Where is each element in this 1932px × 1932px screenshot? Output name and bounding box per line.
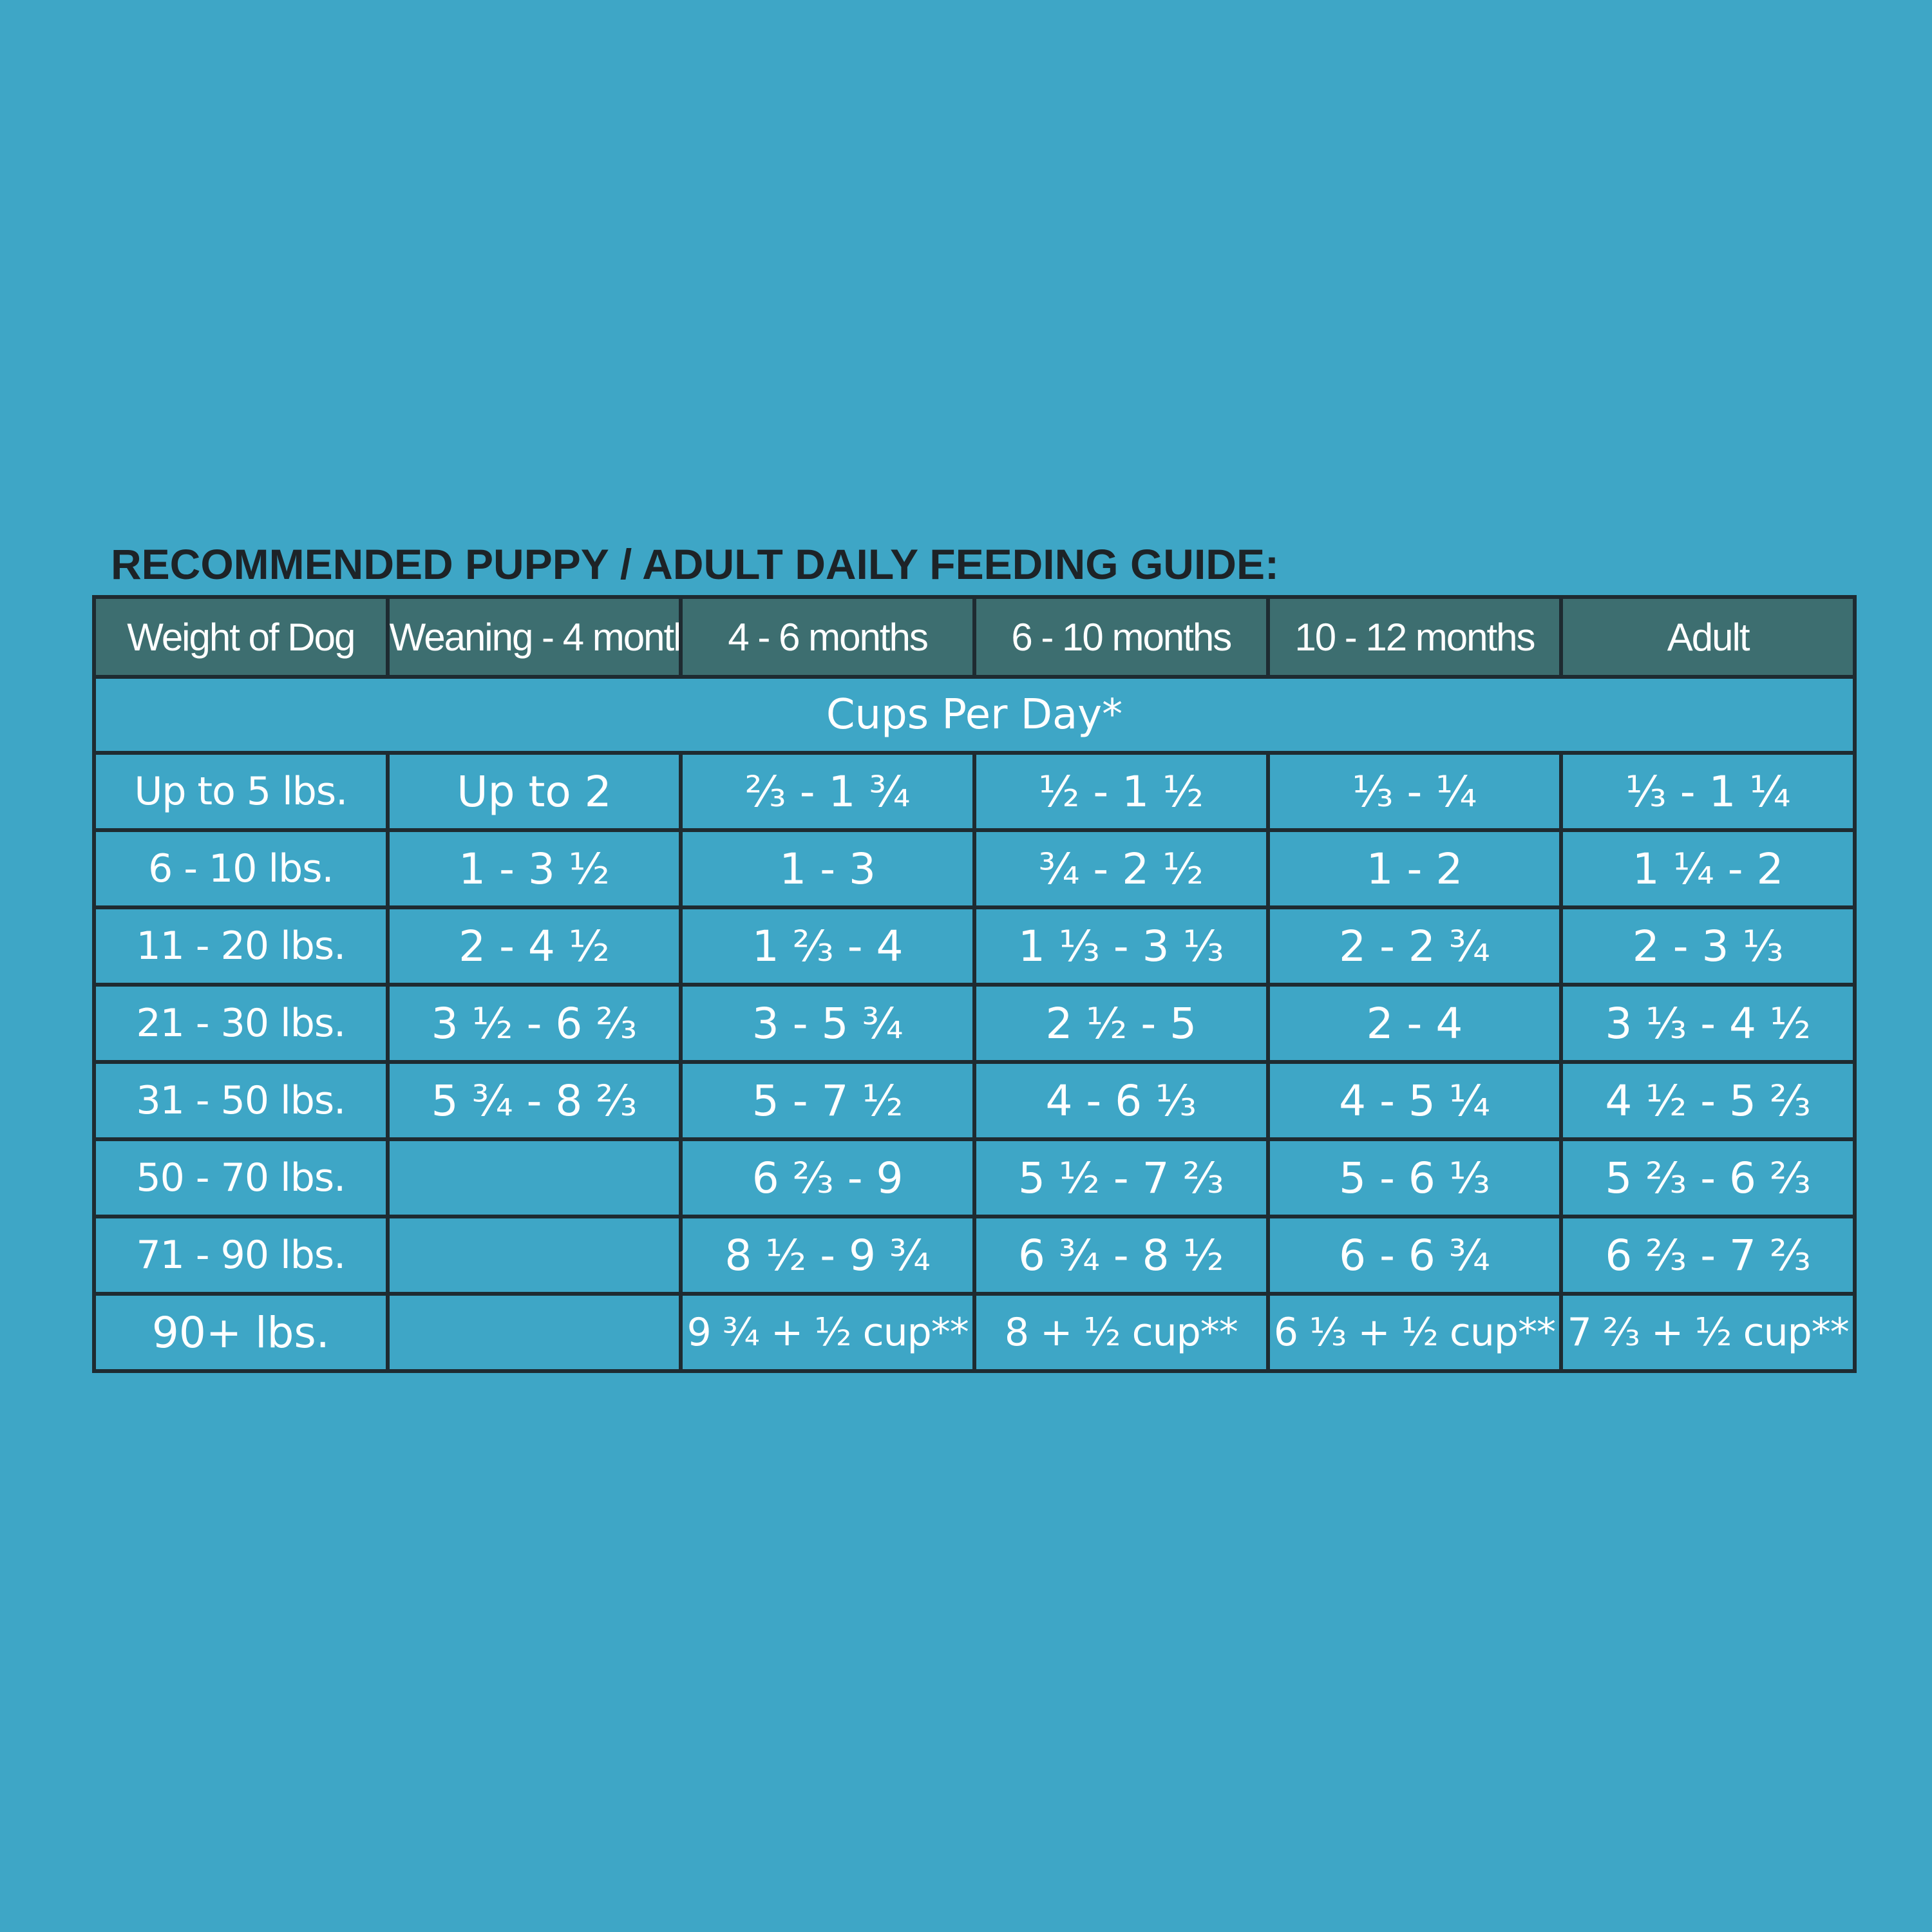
table-cell: 6 ¾ - 8 ½: [972, 1215, 1270, 1296]
table-body: Weight of Dog Weaning - 4 months 4 - 6 mon…: [92, 595, 1857, 1373]
table-cell: [385, 1137, 683, 1218]
table-cell: 11 - 20 lbs.: [92, 905, 390, 987]
table-cell: 2 - 2 ¾: [1265, 905, 1564, 987]
table-cell: Up to 2: [385, 751, 683, 832]
table-cell: 1 - 3 ½: [385, 828, 683, 909]
table-cell: 5 ¾ - 8 ⅔: [385, 1060, 683, 1141]
header-cell: Weight of Dog: [92, 595, 390, 679]
table-cell: 1 ¼ - 2: [1559, 828, 1857, 909]
table-cell: 71 - 90 lbs.: [92, 1215, 390, 1296]
table-cell: 2 - 4 ½: [385, 905, 683, 987]
table-cell: ½ - 1 ½: [972, 751, 1270, 832]
table-cell: Up to 5 lbs.: [92, 751, 390, 832]
table-cell: 31 - 50 lbs.: [92, 1060, 390, 1141]
table-cell: 1 ⅓ - 3 ⅓: [972, 905, 1270, 987]
header-cell: 6 - 10 months: [972, 595, 1270, 679]
header-cell: Weaning - 4 months: [385, 595, 683, 679]
table-cell: 7 ⅔ + ½ cup**: [1559, 1292, 1857, 1373]
table-cell: 6 ⅔ - 7 ⅔: [1559, 1215, 1857, 1296]
table-cell: 4 - 6 ⅓: [972, 1060, 1270, 1141]
table-cell: 3 ⅓ - 4 ½: [1559, 983, 1857, 1064]
table-cell: 2 ½ - 5: [972, 983, 1270, 1064]
table-cell: 2 - 4: [1265, 983, 1564, 1064]
table-cell: 6 - 10 lbs.: [92, 828, 390, 909]
table-cell: 6 ⅓ + ½ cup**: [1265, 1292, 1564, 1373]
table-cell: 4 - 5 ¼: [1265, 1060, 1564, 1141]
header-cell: 10 - 12 months: [1265, 595, 1564, 679]
table-cell: 2 - 3 ⅓: [1559, 905, 1857, 987]
table-cell: 5 ⅔ - 6 ⅔: [1559, 1137, 1857, 1218]
table-cell: 8 + ½ cup**: [972, 1292, 1270, 1373]
header-cell: Adult: [1559, 595, 1857, 679]
header-row: Weight of Dog Weaning - 4 months 4 - 6 mon…: [92, 595, 1857, 679]
table-cell: 5 ½ - 7 ⅔: [972, 1137, 1270, 1218]
feeding-table: Weight of Dog Weaning - 4 months 4 - 6 mon…: [92, 595, 1857, 1373]
table-cell: ⅔ - 1 ¾: [679, 751, 976, 832]
table-cell: 6 ⅔ - 9: [679, 1137, 976, 1218]
table-cell: 1 - 2: [1265, 828, 1564, 909]
table-cell: [385, 1215, 683, 1296]
table-cell: ¾ - 2 ½: [972, 828, 1270, 909]
table-cell: 9 ¾ + ½ cup**: [679, 1292, 976, 1373]
table-cell: 5 - 6 ⅓: [1265, 1137, 1564, 1218]
table-cell: 1 ⅔ - 4: [679, 905, 976, 987]
table-cell: 8 ½ - 9 ¾: [679, 1215, 976, 1296]
table-cell: 3 ½ - 6 ⅔: [385, 983, 683, 1064]
title: RECOMMENDED PUPPY / ADULT DAILY FEEDING …: [111, 540, 1279, 588]
header-cell: 4 - 6 months: [679, 595, 976, 679]
table-cell: [385, 1292, 683, 1373]
subheader-cell: Cups Per Day*: [92, 675, 1857, 755]
table-cell: 4 ½ - 5 ⅔: [1559, 1060, 1857, 1141]
table-cell: 5 - 7 ½: [679, 1060, 976, 1141]
table-cell: 21 - 30 lbs.: [92, 983, 390, 1064]
table-cell: 50 - 70 lbs.: [92, 1137, 390, 1218]
table-cell: 1 - 3: [679, 828, 976, 909]
table-row: 90+ lbs. 9 ¾ + ½ cup** 8 + ½ cup** 6 ⅓ + ½ …: [92, 1292, 1857, 1373]
table-cell: ⅓ - 1 ¼: [1559, 751, 1857, 832]
table-cell: 6 - 6 ¾: [1265, 1215, 1564, 1296]
table-cell: ⅓ - ¼: [1265, 751, 1564, 832]
table-cell: 90+ lbs.: [92, 1292, 390, 1373]
table-cell: 3 - 5 ¾: [679, 983, 976, 1064]
subheader-row: Cups Per Day*: [92, 675, 1857, 755]
